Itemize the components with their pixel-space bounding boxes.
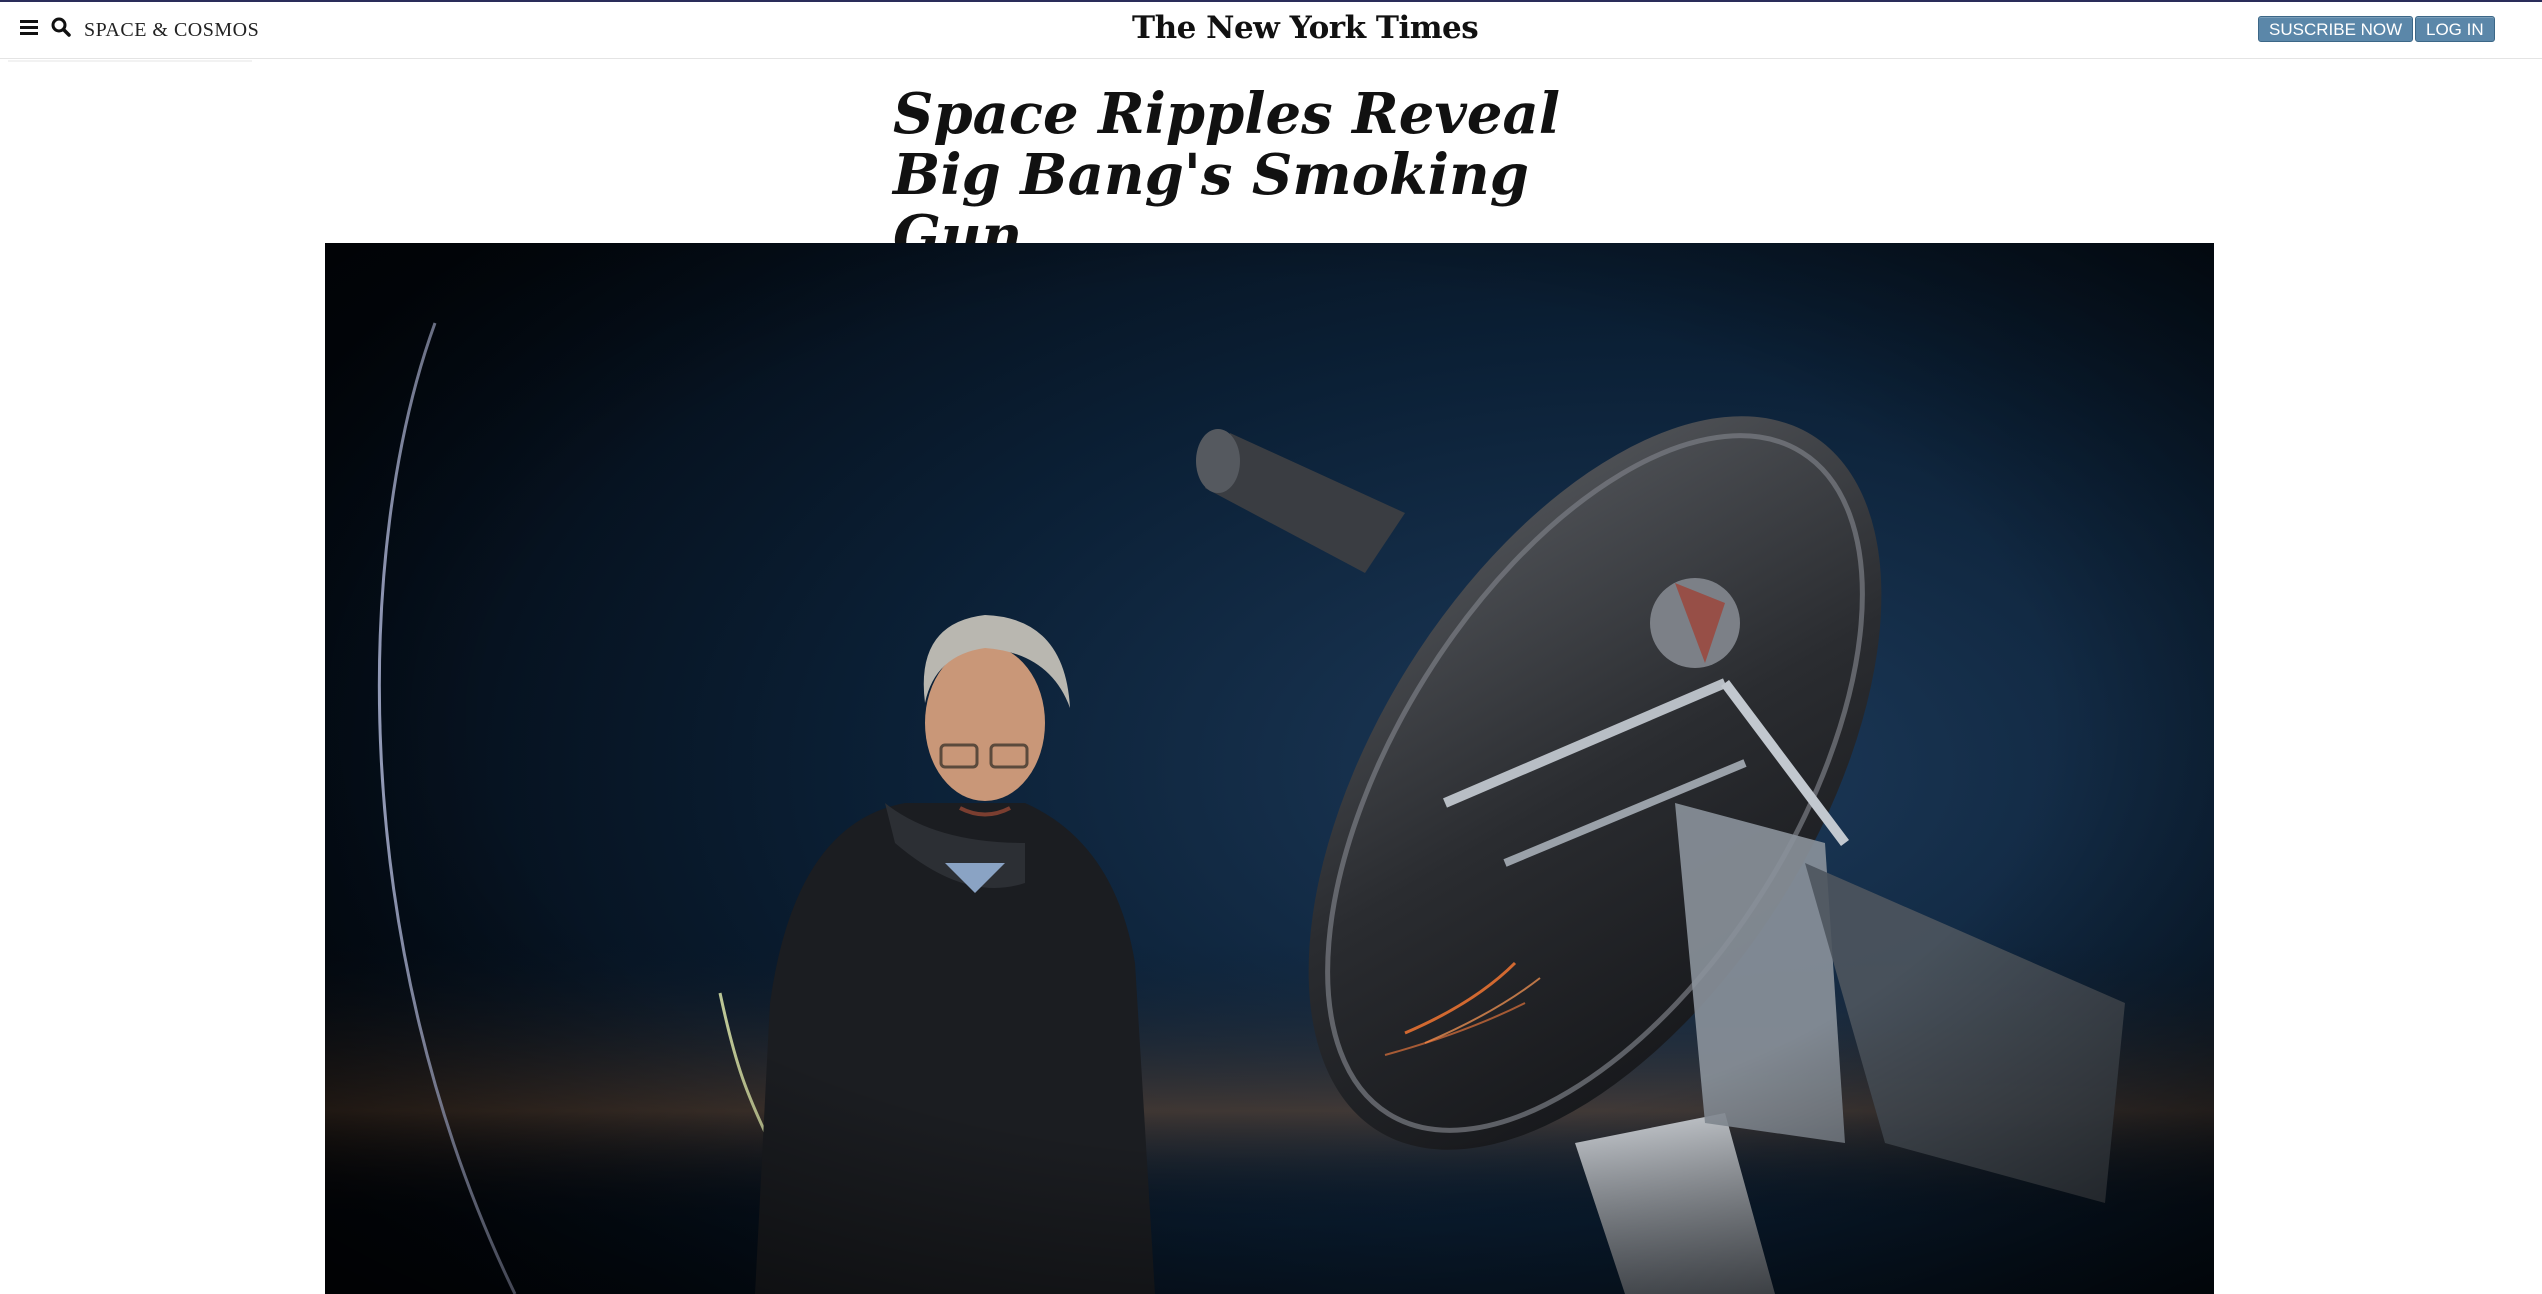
login-button[interactable]: LOG IN bbox=[2415, 16, 2495, 42]
search-icon[interactable] bbox=[50, 16, 72, 38]
top-accent-bar bbox=[0, 0, 2542, 2]
article-hero-photo bbox=[325, 243, 2214, 1294]
masthead: SPACE & COSMOS The New York Times SUSCRI… bbox=[0, 2, 2542, 62]
section-link[interactable]: SPACE & COSMOS bbox=[84, 19, 260, 41]
article-headline: Space Ripples Reveal Big Bang's Smoking … bbox=[893, 81, 1561, 269]
subscribe-button[interactable]: SUSCRIBE NOW bbox=[2258, 16, 2414, 42]
nyt-logo[interactable]: The New York Times bbox=[1132, 10, 1479, 46]
hamburger-menu-icon[interactable] bbox=[20, 18, 40, 36]
section-divider bbox=[8, 60, 252, 62]
